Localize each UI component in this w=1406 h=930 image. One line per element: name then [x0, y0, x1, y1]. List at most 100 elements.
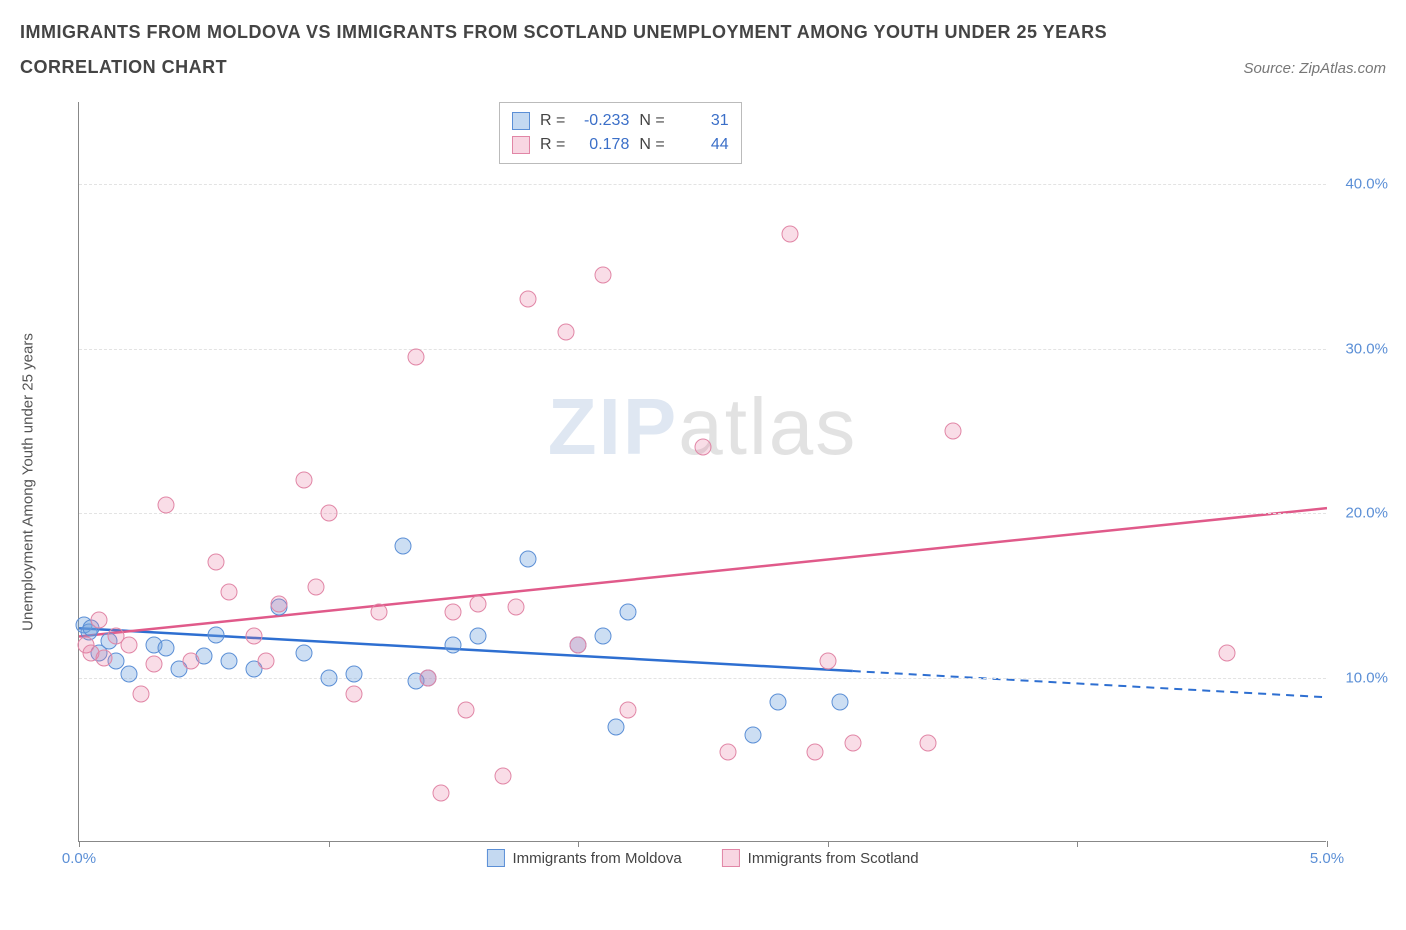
data-point — [120, 636, 137, 653]
data-point — [308, 579, 325, 596]
scatter-plot: ZIPatlas R = -0.233 N = 31 R = 0.178 N =… — [78, 102, 1326, 842]
data-point — [944, 422, 961, 439]
legend-label-moldova: Immigrants from Moldova — [512, 850, 681, 867]
data-point — [495, 768, 512, 785]
n-value-scotland: 44 — [675, 133, 729, 157]
n-value-moldova: 31 — [675, 109, 729, 133]
data-point — [507, 598, 524, 615]
gridline — [79, 513, 1326, 514]
data-point — [520, 291, 537, 308]
n-label: N = — [639, 133, 664, 157]
data-point — [370, 603, 387, 620]
y-tick-label: 30.0% — [1345, 340, 1388, 357]
watermark-thin: atlas — [678, 382, 857, 471]
y-axis-label: Unemployment Among Youth under 25 years — [20, 333, 37, 631]
legend-label-scotland: Immigrants from Scotland — [748, 850, 919, 867]
data-point — [220, 653, 237, 670]
x-tick — [578, 841, 579, 847]
data-point — [208, 554, 225, 571]
data-point — [208, 626, 225, 643]
data-point — [595, 628, 612, 645]
data-point — [183, 653, 200, 670]
data-point — [607, 718, 624, 735]
r-label: R = — [540, 133, 565, 157]
x-tick — [329, 841, 330, 847]
r-value-moldova: -0.233 — [575, 109, 629, 133]
data-point — [407, 348, 424, 365]
x-tick — [79, 841, 80, 847]
stats-row-scotland: R = 0.178 N = 44 — [512, 133, 729, 157]
gridline — [79, 349, 1326, 350]
data-point — [919, 735, 936, 752]
data-point — [145, 656, 162, 673]
data-point — [595, 266, 612, 283]
legend-item-moldova: Immigrants from Moldova — [486, 849, 681, 867]
data-point — [819, 653, 836, 670]
data-point — [695, 439, 712, 456]
chart-subtitle: CORRELATION CHART — [20, 53, 227, 82]
data-point — [295, 472, 312, 489]
data-point — [270, 595, 287, 612]
y-tick-label: 40.0% — [1345, 176, 1388, 193]
x-tick — [828, 841, 829, 847]
source-attribution: Source: ZipAtlas.com — [1243, 60, 1386, 77]
data-point — [133, 686, 150, 703]
data-point — [782, 225, 799, 242]
bottom-legend: Immigrants from Moldova Immigrants from … — [486, 849, 918, 867]
header: IMMIGRANTS FROM MOLDOVA VS IMMIGRANTS FR… — [0, 0, 1406, 82]
n-label: N = — [639, 109, 664, 133]
data-point — [1219, 644, 1236, 661]
data-point — [295, 644, 312, 661]
x-tick — [1077, 841, 1078, 847]
data-point — [120, 666, 137, 683]
data-point — [445, 603, 462, 620]
data-point — [520, 551, 537, 568]
chart-title: IMMIGRANTS FROM MOLDOVA VS IMMIGRANTS FR… — [20, 18, 1386, 47]
data-point — [420, 669, 437, 686]
y-tick-label: 10.0% — [1345, 669, 1388, 686]
data-point — [570, 636, 587, 653]
data-point — [445, 636, 462, 653]
data-point — [719, 743, 736, 760]
data-point — [470, 595, 487, 612]
data-point — [158, 639, 175, 656]
data-point — [95, 649, 112, 666]
data-point — [769, 694, 786, 711]
gridline — [79, 678, 1326, 679]
data-point — [807, 743, 824, 760]
r-value-scotland: 0.178 — [575, 133, 629, 157]
data-point — [557, 324, 574, 341]
swatch-blue-icon — [512, 112, 530, 130]
data-point — [245, 628, 262, 645]
x-tick-label: 0.0% — [62, 850, 96, 867]
x-tick — [1327, 841, 1328, 847]
data-point — [158, 496, 175, 513]
data-point — [90, 612, 107, 629]
watermark: ZIPatlas — [548, 381, 857, 473]
data-point — [432, 784, 449, 801]
swatch-pink-icon — [512, 136, 530, 154]
watermark-strong: ZIP — [548, 382, 678, 471]
swatch-pink-icon — [722, 849, 740, 867]
data-point — [220, 584, 237, 601]
data-point — [744, 727, 761, 744]
correlation-stats-box: R = -0.233 N = 31 R = 0.178 N = 44 — [499, 102, 742, 164]
data-point — [320, 505, 337, 522]
stats-row-moldova: R = -0.233 N = 31 — [512, 109, 729, 133]
data-point — [345, 686, 362, 703]
swatch-blue-icon — [486, 849, 504, 867]
r-label: R = — [540, 109, 565, 133]
data-point — [620, 702, 637, 719]
chart-area: Unemployment Among Youth under 25 years … — [58, 102, 1388, 862]
data-point — [320, 669, 337, 686]
x-tick-label: 5.0% — [1310, 850, 1344, 867]
y-tick-label: 20.0% — [1345, 505, 1388, 522]
data-point — [395, 538, 412, 555]
data-point — [844, 735, 861, 752]
data-point — [345, 666, 362, 683]
legend-item-scotland: Immigrants from Scotland — [722, 849, 919, 867]
data-point — [457, 702, 474, 719]
data-point — [832, 694, 849, 711]
data-point — [258, 653, 275, 670]
trend-lines — [79, 102, 1327, 842]
